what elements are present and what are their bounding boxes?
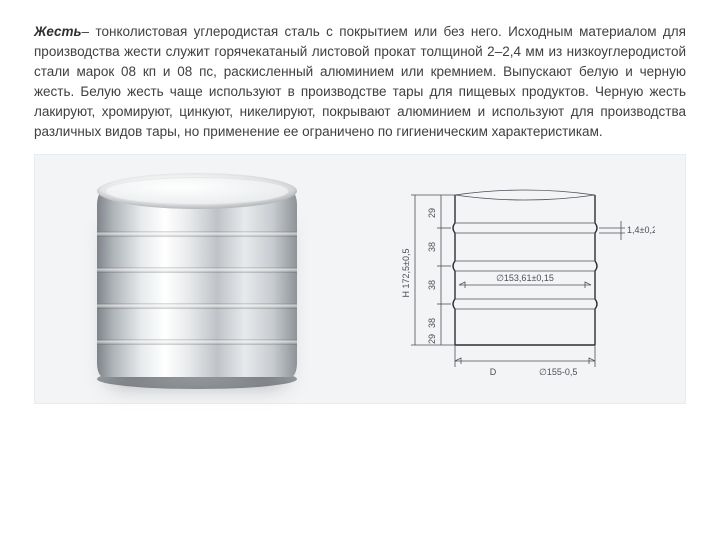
dim-seg: 38 — [427, 280, 437, 290]
dim-seg: 38 — [427, 242, 437, 252]
dim-height: H 172,5±0,5 — [401, 248, 411, 297]
can-bead — [97, 303, 297, 309]
can-illustration — [97, 173, 297, 399]
can-bead — [97, 339, 297, 345]
figure-panel: 29 38 38 38 29 H 172,5±0,5 ∅1 — [34, 154, 686, 404]
can-bead — [97, 267, 297, 273]
dim-bead-depth: 1,4±0,2 — [627, 225, 655, 235]
dim-diameter-inner: ∅153,61±0,15 — [496, 273, 554, 283]
can-bead — [97, 231, 297, 237]
dim-seg: 29 — [427, 208, 437, 218]
paragraph-rest: – тонколистовая углеродистая сталь с пок… — [34, 24, 686, 139]
dim-d-value: ∅155-0,5 — [539, 367, 577, 377]
page: Жесть– тонколистовая углеродистая сталь … — [0, 0, 720, 404]
paragraph: Жесть– тонколистовая углеродистая сталь … — [34, 22, 686, 142]
term-bold: Жесть — [34, 24, 82, 39]
can-lid-inner — [105, 177, 289, 205]
can-body — [97, 191, 297, 377]
can-lid — [97, 173, 297, 209]
dim-d-label: D — [490, 367, 497, 377]
dim-seg: 29 — [427, 334, 437, 344]
schematic-drawing: 29 38 38 38 29 H 172,5±0,5 ∅1 — [375, 185, 655, 391]
dim-seg: 38 — [427, 318, 437, 328]
